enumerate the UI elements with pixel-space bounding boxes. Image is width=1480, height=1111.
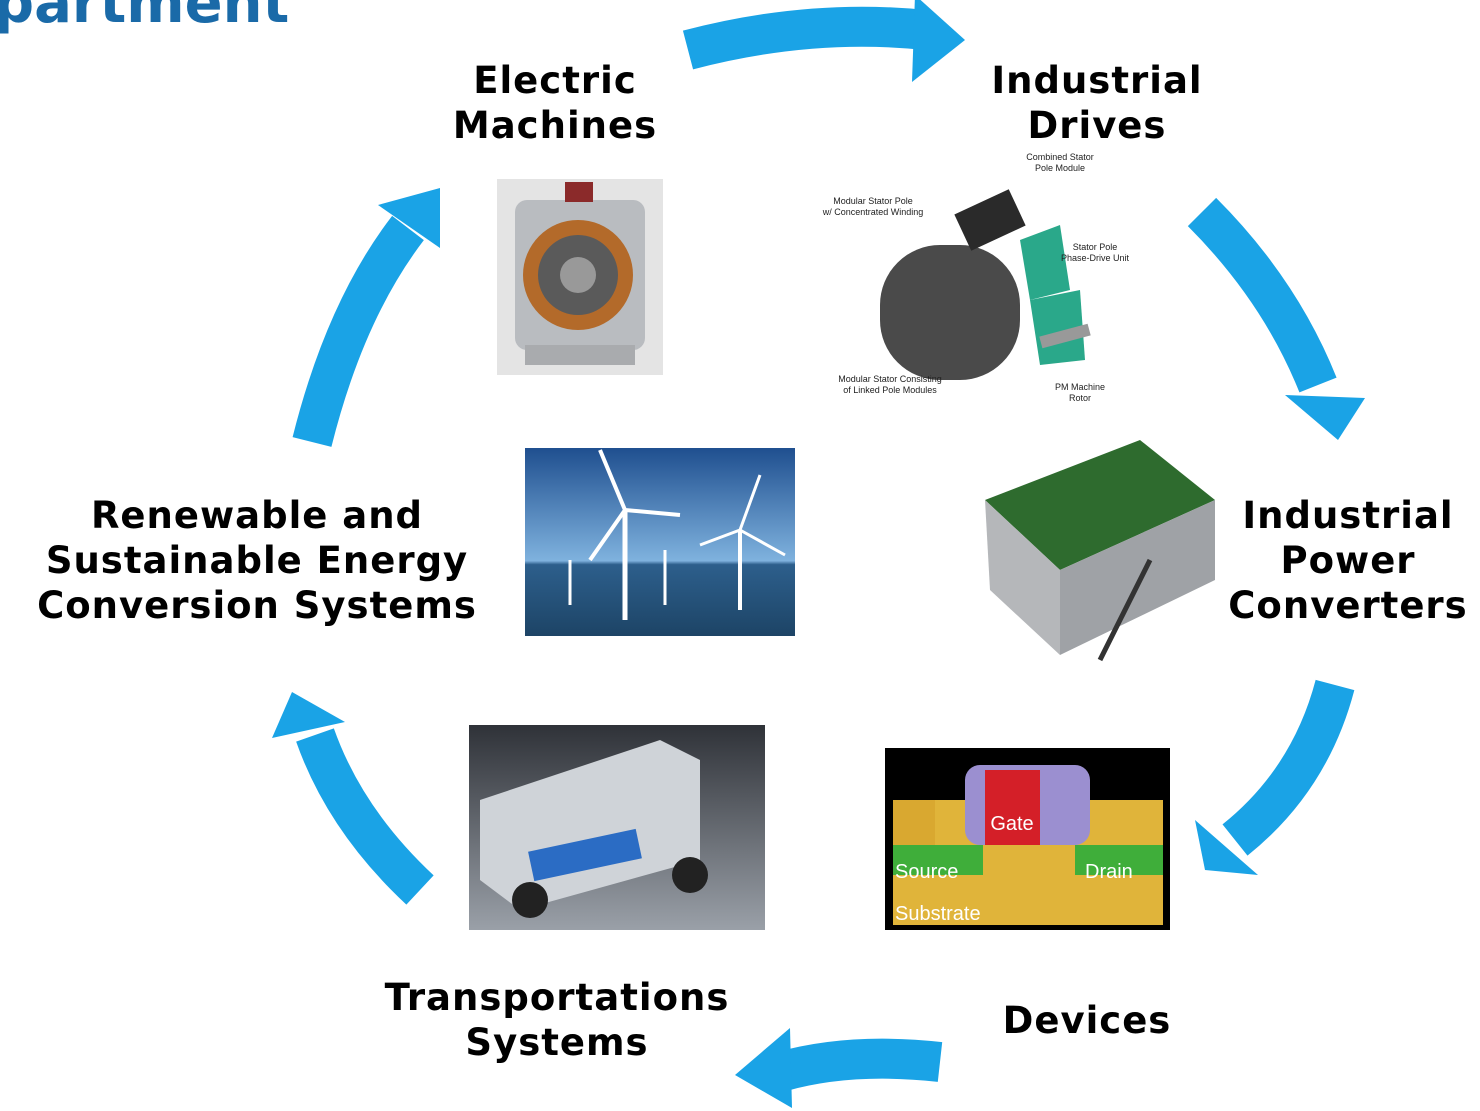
diagram: partment ElectricMachines IndustrialDriv… [0,0,1480,1111]
device-caption: Substrate [895,903,981,925]
node-label: Devices [1003,999,1172,1042]
device-caption: Gate [990,813,1033,835]
device-caption: Drain [1085,861,1133,883]
page-title: partment [0,0,289,36]
device-image: Gate Source Drain Substrate [885,748,1170,930]
converter-image [985,440,1215,660]
device-caption: Source [895,861,958,883]
wind-image [525,448,795,636]
truck-image [469,725,765,930]
motor-image [497,179,663,375]
